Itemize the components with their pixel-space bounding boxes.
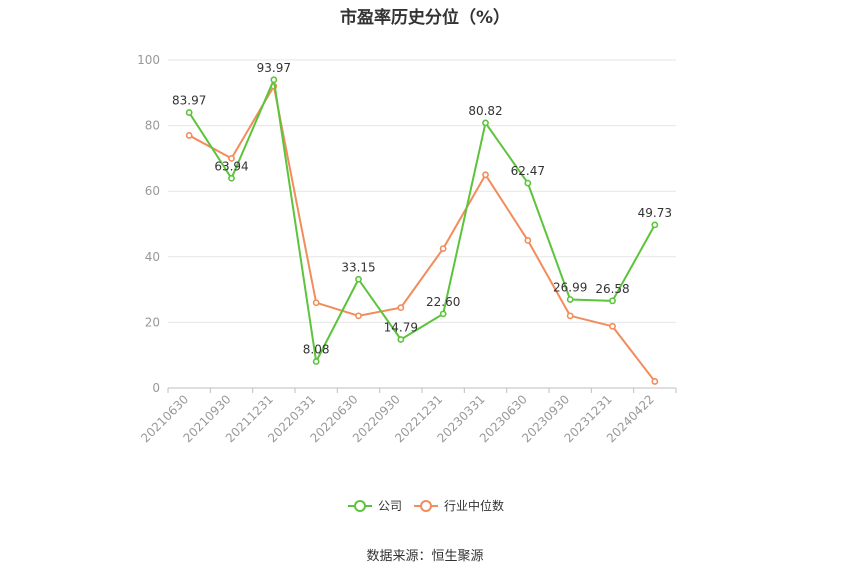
y-tick-label: 80 [145,119,160,133]
industry-median-data-point [651,378,659,385]
company-data-point [609,297,616,305]
legend-company-marker [354,500,366,512]
data-label: 80.82 [468,104,502,118]
y-tick-label: 40 [145,250,160,264]
y-tick-label: 20 [145,315,160,329]
industry-median-series-line [188,85,656,383]
company-series-line [188,78,656,363]
company-data-point [397,336,405,343]
industry-median-data-point [397,304,405,312]
legend-company-label: 公司 [378,499,402,513]
industry-median-data-point [566,312,574,320]
company-data-point [270,76,278,84]
data-label: 22.60 [426,295,460,309]
data-source-note: 数据来源：恒生聚源 [366,549,484,564]
y-tick-label: 100 [137,53,160,67]
data-label: 62.47 [511,164,545,178]
y-tick-label: 0 [152,381,160,395]
data-label: 26.99 [553,280,587,294]
industry-median-data-point [609,322,616,330]
chart-title: 市盈率历史分位（%） [339,8,511,28]
data-label: 93.97 [257,61,291,75]
data-label: 63.94 [214,159,248,173]
industry-median-data-point [312,299,320,307]
data-label: 83.97 [172,94,206,108]
legend-industry-label: 行业中位数 [444,498,504,513]
company-data-point [566,296,574,303]
legend-industry-marker [420,500,432,512]
company-data-point [482,119,489,127]
data-label: 14.79 [384,320,418,334]
data-label: 33.15 [341,260,375,274]
industry-median-data-point [482,171,489,179]
data-label: 26.58 [595,282,629,296]
company-data-point [651,221,659,229]
industry-median-data-point [439,245,447,252]
data-label: 8.08 [303,342,330,356]
industry-median-data-point [524,236,532,244]
company-data-point [439,310,447,318]
y-tick-label: 60 [145,184,160,198]
company-data-point [355,275,362,283]
industry-median-data-point [228,154,235,162]
company-data-point [228,174,235,182]
company-data-point [312,358,320,365]
company-data-point [524,179,532,187]
industry-median-data-point [185,132,193,139]
industry-median-data-point [355,312,362,320]
data-label: 49.73 [638,206,672,220]
company-data-point [185,109,193,116]
